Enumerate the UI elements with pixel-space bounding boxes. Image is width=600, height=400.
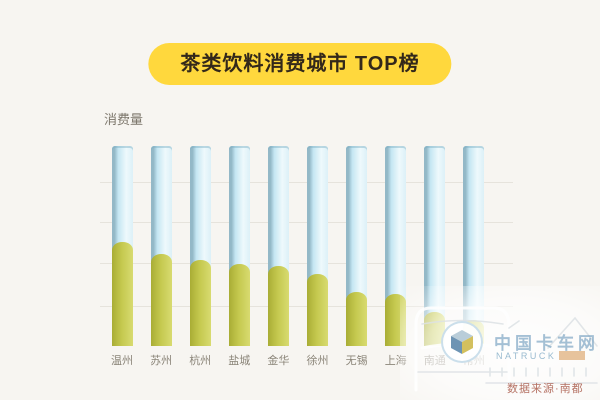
bar-group bbox=[228, 146, 250, 346]
watermark-logo-badge bbox=[441, 321, 483, 363]
gridline bbox=[100, 263, 513, 264]
value-bar bbox=[228, 264, 250, 346]
value-bar bbox=[267, 266, 289, 346]
background-bar bbox=[463, 146, 485, 346]
value-bar bbox=[307, 274, 328, 346]
bar-group bbox=[307, 146, 328, 346]
watermark-brand-sub-label: NATRUCK bbox=[496, 351, 557, 361]
bar-group bbox=[267, 146, 289, 346]
bar-group bbox=[150, 146, 172, 346]
value-bar bbox=[385, 294, 407, 346]
watermark-brand-text: 中国卡车网 bbox=[494, 334, 599, 353]
watermark-highlight-box bbox=[559, 351, 586, 360]
chart-title-badge: 茶类饮料消费城市 TOP榜 bbox=[148, 43, 452, 85]
gridline bbox=[100, 222, 513, 223]
bar-group bbox=[424, 146, 446, 346]
value-bar bbox=[150, 254, 172, 346]
cube-3d-icon bbox=[451, 330, 473, 354]
value-bar bbox=[346, 292, 368, 346]
x-axis-label: 苏州 bbox=[150, 355, 173, 367]
x-axis-label: 无锡 bbox=[345, 355, 368, 367]
y-axis-label: 消费量 bbox=[104, 112, 144, 127]
x-axis-label: 温州 bbox=[111, 355, 133, 367]
bar-group bbox=[385, 146, 407, 346]
x-axis-label: 徐州 bbox=[306, 355, 329, 367]
gridline bbox=[100, 306, 513, 307]
bar-group bbox=[189, 146, 211, 346]
watermark-brand-subtext: NATRUCK bbox=[496, 351, 586, 361]
gridline bbox=[100, 182, 513, 183]
plot-area bbox=[100, 146, 513, 346]
x-axis-label: 杭州 bbox=[189, 355, 212, 367]
bar-group bbox=[463, 146, 485, 346]
value-bar bbox=[111, 242, 133, 346]
value-bar bbox=[189, 260, 211, 346]
x-axis-label: 盐城 bbox=[228, 355, 251, 367]
bar-group bbox=[111, 146, 133, 346]
data-source-note: 数据来源·南都 bbox=[507, 383, 584, 395]
x-axis-label: 金华 bbox=[267, 355, 290, 367]
bar-group bbox=[346, 146, 368, 346]
